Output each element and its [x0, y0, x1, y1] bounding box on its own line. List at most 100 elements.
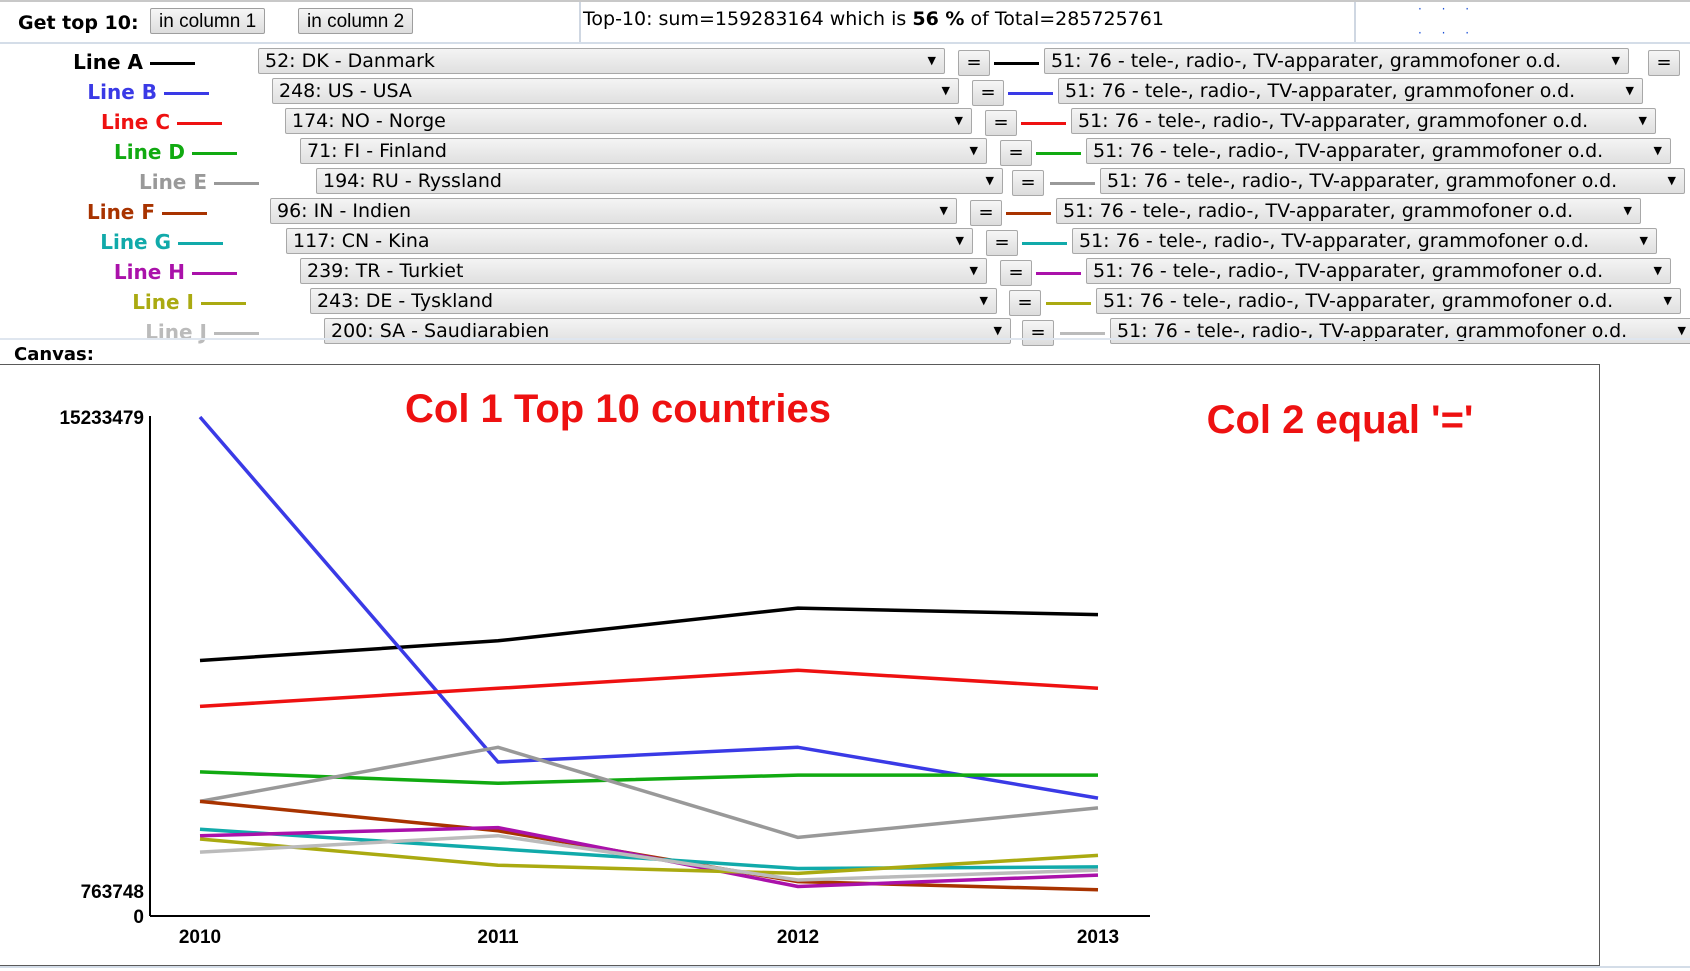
series-line-line-j: [199, 833, 1099, 882]
dropdown-arrow-icon: ▼: [1625, 84, 1634, 97]
product-select-value: 51: 76 - tele-, radio-, TV-apparater, gr…: [1117, 320, 1628, 342]
line-color-swatch: [214, 332, 259, 335]
country-select[interactable]: 200: SA - Saudiarabien ▼: [324, 318, 1011, 344]
top10-column2-button[interactable]: in column 2: [298, 8, 414, 34]
dropdown-arrow-icon: ▼: [1653, 264, 1662, 277]
line-color-swatch: [162, 212, 207, 215]
product-select[interactable]: 51: 76 - tele-, radio-, TV-apparater, gr…: [1072, 228, 1657, 254]
line-label: Line C: [100, 110, 170, 134]
line-color-swatch: [178, 242, 223, 245]
top10-column1-button[interactable]: in column 1: [150, 8, 266, 34]
country-select[interactable]: 52: DK - Danmark ▼: [258, 48, 945, 74]
dots-decoration: · · ·: [1418, 2, 1478, 16]
equal-column1-button[interactable]: =: [970, 200, 1002, 226]
line-label: Line F: [86, 200, 155, 224]
country-select[interactable]: 239: TR - Turkiet ▼: [300, 258, 987, 284]
equal-column1-button[interactable]: =: [1000, 140, 1032, 166]
line-color-swatch: [1008, 92, 1053, 95]
y-tick-label: 763748: [81, 882, 144, 903]
divider: [1354, 2, 1356, 42]
series-line-line-a: [199, 606, 1099, 663]
x-tick-label: 2010: [179, 927, 221, 948]
country-select[interactable]: 243: DE - Tyskland ▼: [310, 288, 997, 314]
equal-column1-button[interactable]: =: [986, 230, 1018, 256]
equal-column1-button[interactable]: =: [958, 50, 990, 76]
dropdown-arrow-icon: ▼: [941, 84, 950, 97]
product-select[interactable]: 51: 76 - tele-, radio-, TV-apparater, gr…: [1086, 138, 1671, 164]
line-label: Line A: [73, 50, 143, 74]
product-select[interactable]: 51: 76 - tele-, radio-, TV-apparater, gr…: [1058, 78, 1643, 104]
series-line-line-c: [199, 668, 1099, 709]
line-color-swatch: [1036, 272, 1081, 275]
chart-axes: 15233479 763748 0 2010 2011 2012 2013: [59, 408, 1150, 948]
top-toolbar: Get top 10: in column 1 in column 2 Top-…: [0, 0, 1690, 44]
equal-column1-button[interactable]: =: [1022, 320, 1054, 346]
product-select[interactable]: 51: 76 - tele-, radio-, TV-apparater, gr…: [1110, 318, 1690, 344]
equal-column1-button[interactable]: =: [972, 80, 1004, 106]
line-color-swatch: [1021, 122, 1066, 125]
country-select-value: 243: DE - Tyskland: [317, 290, 494, 312]
product-select-value: 51: 76 - tele-, radio-, TV-apparater, gr…: [1107, 170, 1618, 192]
product-select-value: 51: 76 - tele-, radio-, TV-apparater, gr…: [1078, 110, 1589, 132]
line-row: Line H 239: TR - Turkiet ▼ = 51: 76 - tele-,…: [0, 258, 1690, 286]
line-row: Line J 200: SA - Saudiarabien ▼ = 51: 76 - t…: [0, 318, 1690, 346]
dropdown-arrow-icon: ▼: [969, 144, 978, 157]
product-select-value: 51: 76 - tele-, radio-, TV-apparater, gr…: [1093, 260, 1604, 282]
series-line-line-d: [199, 770, 1098, 786]
country-select[interactable]: 117: CN - Kina ▼: [286, 228, 973, 254]
equal-column1-button[interactable]: =: [1012, 170, 1044, 196]
dropdown-arrow-icon: ▼: [939, 204, 948, 217]
line-row: Line G 117: CN - Kina ▼ = 51: 76 - tele-, ra…: [0, 228, 1690, 256]
equal-column2-button[interactable]: =: [1648, 50, 1680, 76]
line-color-swatch: [994, 62, 1039, 65]
equal-column1-button[interactable]: =: [1009, 290, 1041, 316]
top10-summary: Top-10: sum=159283164 which is 56 % of T…: [583, 8, 1164, 30]
product-select[interactable]: 51: 76 - tele-, radio-, TV-apparater, gr…: [1056, 198, 1641, 224]
dropdown-arrow-icon: ▼: [955, 234, 964, 247]
line-label: Line B: [87, 80, 157, 104]
line-color-swatch: [1022, 242, 1067, 245]
line-label: Line G: [100, 230, 171, 254]
dropdown-arrow-icon: ▼: [1639, 234, 1648, 247]
country-select-value: 117: CN - Kina: [293, 230, 430, 252]
bottom-rule: [0, 966, 1690, 968]
line-color-swatch: [1006, 212, 1051, 215]
line-row: Line B 248: US - USA ▼ = 51: 76 - tele-, rad…: [0, 78, 1690, 106]
country-select[interactable]: 174: NO - Norge ▼: [285, 108, 972, 134]
product-select[interactable]: 51: 76 - tele-, radio-, TV-apparater, gr…: [1044, 48, 1629, 74]
line-color-swatch: [164, 92, 209, 95]
line-label: Line I: [132, 290, 194, 314]
line-color-swatch: [150, 62, 195, 65]
product-select[interactable]: 51: 76 - tele-, radio-, TV-apparater, gr…: [1100, 168, 1685, 194]
product-select[interactable]: 51: 76 - tele-, radio-, TV-apparater, gr…: [1096, 288, 1681, 314]
dropdown-arrow-icon: ▼: [1677, 324, 1686, 337]
get-top-label: Get top 10:: [18, 12, 139, 34]
country-select-value: 200: SA - Saudiarabien: [331, 320, 550, 342]
country-select[interactable]: 96: IN - Indien ▼: [270, 198, 957, 224]
product-select[interactable]: 51: 76 - tele-, radio-, TV-apparater, gr…: [1071, 108, 1656, 134]
top-rule: [0, 0, 1690, 2]
toolbar-rule: [0, 42, 1690, 44]
line-color-swatch: [1046, 302, 1091, 305]
chart-series: [198, 415, 1099, 892]
line-row: Line C 174: NO - Norge ▼ = 51: 76 - tele-, r…: [0, 108, 1690, 136]
dropdown-arrow-icon: ▼: [969, 264, 978, 277]
line-color-swatch: [1060, 332, 1105, 335]
y-tick-label: 0: [133, 907, 144, 928]
line-label: Line E: [138, 170, 207, 194]
dropdown-arrow-icon: ▼: [1623, 204, 1632, 217]
country-select[interactable]: 71: FI - Finland ▼: [300, 138, 987, 164]
country-select[interactable]: 194: RU - Ryssland ▼: [316, 168, 1003, 194]
product-select[interactable]: 51: 76 - tele-, radio-, TV-apparater, gr…: [1086, 258, 1671, 284]
line-color-swatch: [201, 302, 246, 305]
country-select[interactable]: 248: US - USA ▼: [272, 78, 959, 104]
equal-column1-button[interactable]: =: [1000, 260, 1032, 286]
product-select-value: 51: 76 - tele-, radio-, TV-apparater, gr…: [1103, 290, 1614, 312]
line-row: Line D 71: FI - Finland ▼ = 51: 76 - tele-, …: [0, 138, 1690, 166]
dropdown-arrow-icon: ▼: [1663, 294, 1672, 307]
equal-column1-button[interactable]: =: [985, 110, 1017, 136]
divider: [579, 2, 581, 42]
line-color-swatch: [192, 272, 237, 275]
dropdown-arrow-icon: ▼: [1611, 54, 1620, 67]
line-chart: Col 1 Top 10 countries Col 2 equal '=' 1…: [59, 387, 1473, 948]
